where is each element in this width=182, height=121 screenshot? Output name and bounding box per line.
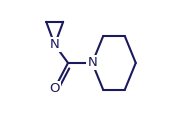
Text: N: N	[50, 38, 60, 51]
Text: O: O	[50, 82, 60, 95]
Text: N: N	[87, 56, 97, 69]
